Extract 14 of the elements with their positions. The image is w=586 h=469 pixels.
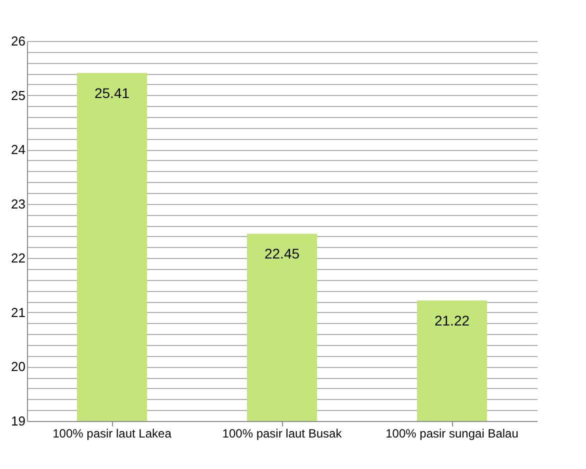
y-tick-label: 25 <box>11 88 26 103</box>
y-tick-label: 23 <box>11 196 26 212</box>
data-label: 22.45 <box>264 246 300 262</box>
x-tick-label: 100% pasir laut Lakea <box>52 426 172 440</box>
x-tick-label: 100% pasir laut Busak <box>222 426 343 440</box>
y-tick-label: 26 <box>11 34 26 48</box>
data-label: 21.22 <box>434 312 470 328</box>
x-tick-label: 100% pasir sungai Balau <box>386 426 518 440</box>
data-label: 25.41 <box>94 85 130 102</box>
y-tick-label: 21 <box>11 304 26 320</box>
y-tick-label: 22 <box>11 250 26 266</box>
y-tick-label: 20 <box>11 359 26 374</box>
y-tick-label: 24 <box>11 142 26 158</box>
y-tick-label: 19 <box>11 414 26 428</box>
